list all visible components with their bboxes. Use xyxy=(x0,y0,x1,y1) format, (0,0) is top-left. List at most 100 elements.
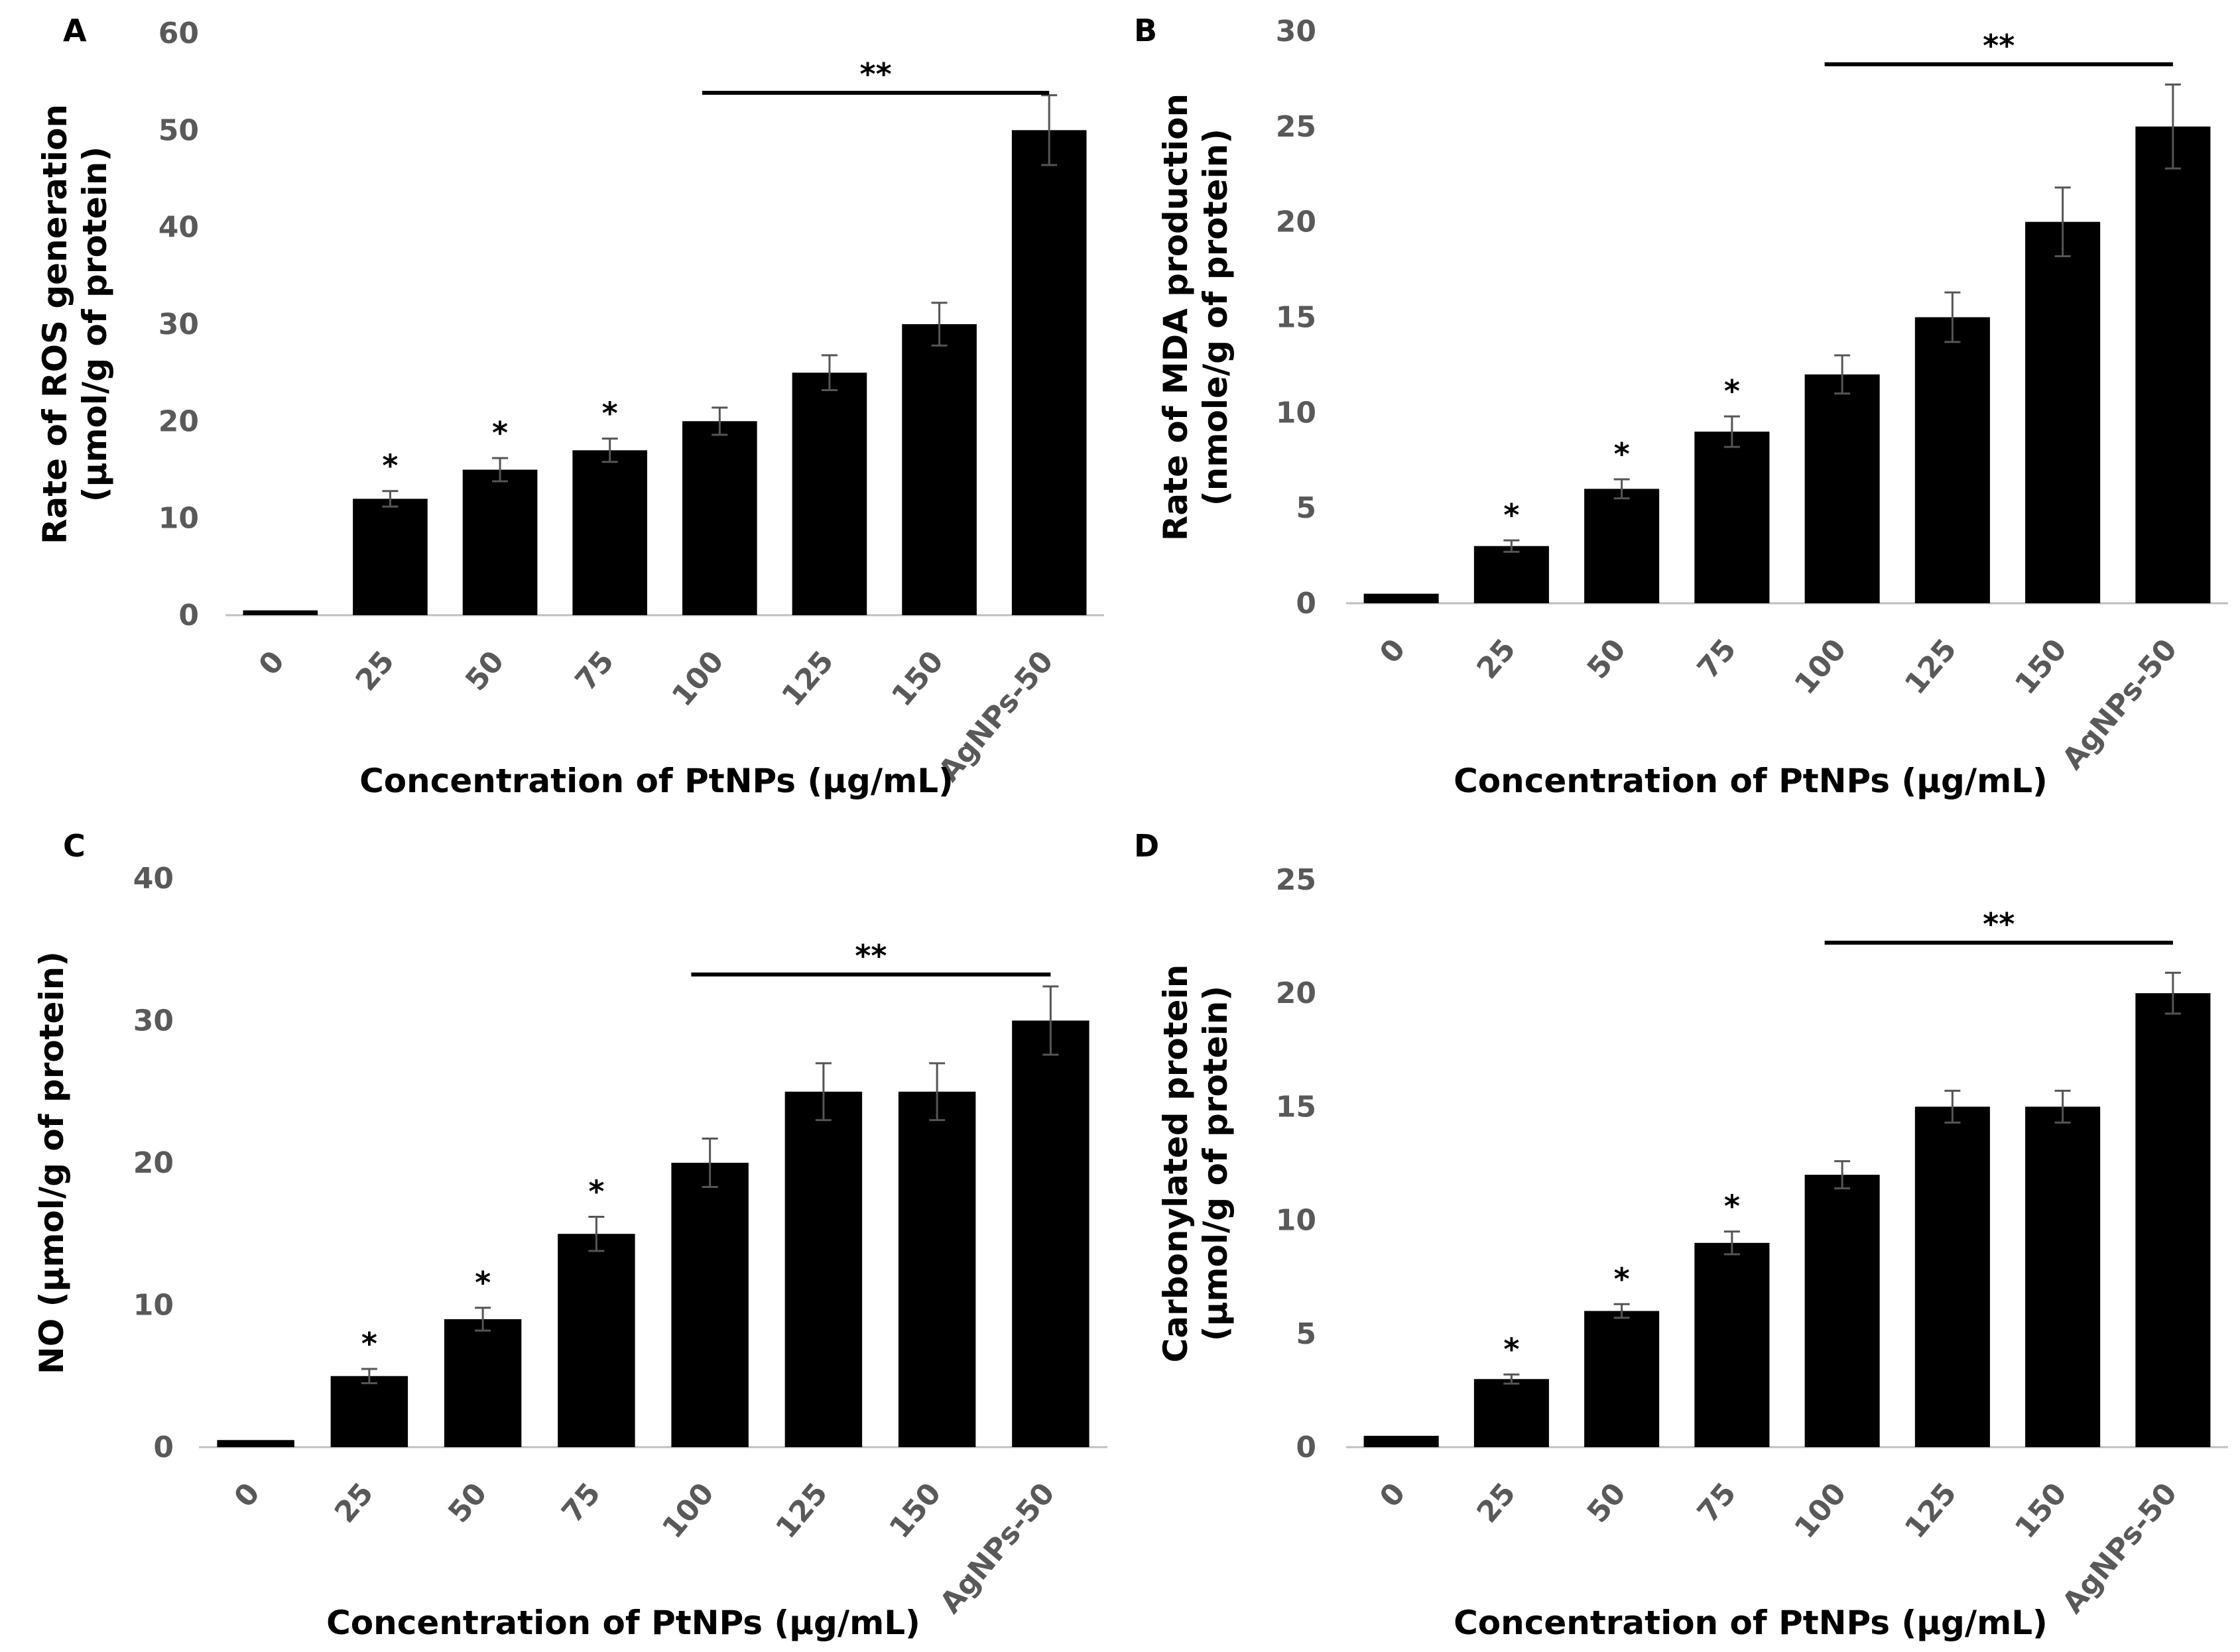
y-tick-label: 25 xyxy=(1276,863,1316,897)
bar-125 xyxy=(784,1091,863,1447)
x-axis-title: Concentration of PtNPs (µg/mL) xyxy=(1454,1604,2048,1642)
bar-0 xyxy=(243,610,318,615)
x-tick-label: 50 xyxy=(442,1476,493,1529)
x-tick-label: 0 xyxy=(1373,632,1412,670)
x-tick-label: 25 xyxy=(1470,632,1522,685)
bar-75 xyxy=(1694,1242,1770,1447)
bar-0 xyxy=(217,1440,294,1447)
x-tick-label: 0 xyxy=(252,644,291,681)
error-bar xyxy=(1503,539,1520,553)
x-tick-label: 25 xyxy=(1470,1476,1522,1529)
x-tick-label: 125 xyxy=(1898,1476,1963,1545)
y-tick-label: 15 xyxy=(1276,301,1316,335)
bar-75 xyxy=(558,1234,635,1447)
bar-125 xyxy=(1914,317,1990,603)
x-tick-label: 150 xyxy=(2009,632,2074,701)
error-bar xyxy=(1834,354,1851,395)
x-tick-label: 125 xyxy=(1898,632,1963,701)
error-bar xyxy=(2054,1089,2071,1124)
error-bar xyxy=(815,1062,832,1122)
significance-star: * xyxy=(1724,1189,1740,1224)
x-tick-label: AgNPs-50 xyxy=(2056,632,2184,776)
error-bar xyxy=(492,457,509,483)
significance-star: * xyxy=(382,448,398,484)
x-tick-label: 0 xyxy=(1373,1476,1412,1513)
significance-bracket-label: ** xyxy=(855,938,887,974)
error-bar xyxy=(1944,291,1961,343)
x-tick-label: 125 xyxy=(769,1476,834,1545)
panel-letter: D xyxy=(1134,828,1159,864)
x-tick-label: 150 xyxy=(883,1476,948,1545)
significance-star: * xyxy=(1503,1331,1519,1367)
error-bar xyxy=(361,1368,377,1384)
y-axis-title: (µmol/g of protein) xyxy=(76,147,114,502)
error-bar xyxy=(702,1138,718,1188)
x-tick-label: 100 xyxy=(666,644,731,713)
bar-50 xyxy=(1584,489,1660,603)
error-bar xyxy=(1723,1230,1740,1256)
x-tick-label: 75 xyxy=(569,644,621,697)
error-bar xyxy=(1834,1160,1851,1190)
x-tick-label: 100 xyxy=(656,1476,721,1545)
error-bar xyxy=(1042,985,1059,1056)
error-bar xyxy=(821,354,838,392)
error-bar xyxy=(2164,84,2181,170)
bar-100 xyxy=(671,1163,749,1447)
error-bar xyxy=(601,438,618,463)
error-bar xyxy=(2054,186,2071,257)
significance-bracket-label: ** xyxy=(860,56,892,92)
bar-25 xyxy=(330,1376,408,1447)
error-bar xyxy=(1041,94,1058,166)
x-tick-label: 25 xyxy=(328,1476,380,1529)
y-tick-label: 20 xyxy=(133,1146,174,1180)
error-bar xyxy=(588,1216,605,1252)
y-tick-label: 0 xyxy=(1296,587,1316,620)
y-tick-label: 10 xyxy=(1276,396,1316,430)
bar-150 xyxy=(902,324,977,615)
bar-150 xyxy=(2025,1106,2101,1447)
x-tick-label: 0 xyxy=(227,1476,267,1513)
y-tick-label: 15 xyxy=(1276,1090,1316,1124)
significance-star: * xyxy=(588,1174,604,1210)
y-tick-label: 20 xyxy=(1276,206,1316,239)
significance-bracket-label: ** xyxy=(1983,906,2015,942)
bar-100 xyxy=(1804,374,1880,603)
significance-star: * xyxy=(361,1326,377,1362)
x-axis-title: Concentration of PtNPs (µg/mL) xyxy=(359,762,954,800)
x-tick-label: 75 xyxy=(1691,1476,1743,1529)
x-tick-label: 50 xyxy=(1581,1476,1633,1529)
y-tick-label: 40 xyxy=(158,211,199,245)
significance-star: * xyxy=(475,1265,491,1301)
y-tick-label: 10 xyxy=(1276,1204,1316,1238)
bar-50 xyxy=(444,1319,522,1447)
y-tick-label: 5 xyxy=(1296,491,1316,525)
chart-panel-b: B 0 5 10 15 20 25 30 0 * 25 * 50 * 75 100 125 150AgNPs-50… xyxy=(1134,13,2228,800)
y-axis-title: NO (µmol/g of protein) xyxy=(32,951,71,1374)
y-tick-label: 60 xyxy=(158,17,199,50)
error-bar xyxy=(1503,1373,1520,1385)
error-bar xyxy=(929,1062,946,1122)
bar-150 xyxy=(898,1091,976,1447)
error-bar xyxy=(931,302,948,347)
error-bar xyxy=(1613,478,1630,500)
x-tick-label: 150 xyxy=(2009,1476,2074,1545)
significance-star: * xyxy=(602,396,618,432)
x-tick-label: 150 xyxy=(885,644,950,713)
significance-star: * xyxy=(1614,1261,1630,1297)
bar-150 xyxy=(2025,221,2101,604)
x-tick-label: 125 xyxy=(775,644,840,713)
y-tick-label: 40 xyxy=(133,862,174,896)
y-tick-label: 30 xyxy=(133,1004,174,1038)
x-tick-label: 75 xyxy=(1691,632,1743,685)
significance-star: * xyxy=(492,415,508,451)
y-tick-label: 0 xyxy=(153,1431,174,1464)
y-tick-label: 30 xyxy=(158,308,199,341)
y-tick-label: 0 xyxy=(1296,1431,1316,1464)
x-tick-label: 100 xyxy=(1788,632,1853,701)
y-tick-label: 5 xyxy=(1296,1317,1316,1351)
bar-25 xyxy=(353,499,428,615)
y-tick-label: 10 xyxy=(158,502,199,536)
